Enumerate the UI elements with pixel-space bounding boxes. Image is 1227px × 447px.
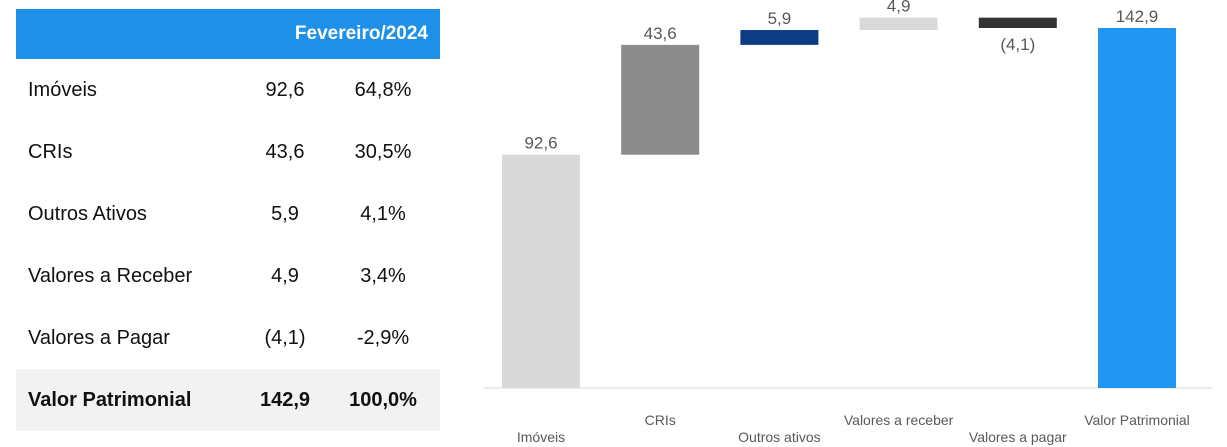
table-row: Valores a Pagar (4,1) -2,9% — [16, 307, 440, 369]
bar-5 — [1098, 28, 1176, 388]
bar-2 — [740, 30, 819, 45]
data-label: 4,9 — [887, 0, 911, 16]
category-label: Valores a receber — [844, 412, 954, 428]
category-label: Imóveis — [517, 429, 565, 445]
table-header: Fevereiro/2024 — [16, 9, 440, 59]
row-value: 4,9 — [271, 264, 299, 287]
row-percent: 4,1% — [360, 202, 406, 225]
category-label: Valor Patrimonial — [1084, 412, 1190, 428]
data-label: 43,6 — [644, 24, 677, 43]
row-percent: 30,5% — [354, 140, 412, 163]
row-percent: 3,4% — [360, 264, 406, 287]
row-percent: -2,9% — [356, 326, 410, 349]
table-row: CRIs 43,6 30,5% — [16, 121, 440, 183]
data-label: 92,6 — [524, 134, 557, 153]
row-label: CRIs — [28, 140, 73, 163]
row-label: Valores a Receber — [28, 264, 193, 287]
row-label: Outros Ativos — [28, 202, 147, 225]
total-percent: 100,0% — [349, 388, 417, 411]
data-label: (4,1) — [1000, 35, 1035, 54]
total-value: 142,9 — [259, 388, 311, 411]
table-header-period: Fevereiro/2024 — [294, 23, 428, 44]
category-label: CRIs — [645, 412, 676, 428]
row-value: 43,6 — [265, 140, 305, 163]
category-label: Outros ativos — [738, 429, 820, 445]
row-label: Valores a Pagar — [28, 326, 170, 349]
total-label: Valor Patrimonial — [28, 388, 192, 411]
row-value: (4,1) — [264, 326, 306, 349]
table-row: Outros Ativos 5,9 4,1% — [16, 183, 440, 245]
bar-0 — [502, 154, 580, 388]
category-label: Valores a pagar — [969, 429, 1067, 445]
data-label: 5,9 — [768, 9, 792, 28]
row-value: 5,9 — [271, 202, 299, 225]
row-label: Imóveis — [28, 78, 97, 101]
table-row: Imóveis 92,6 64,8% — [16, 59, 440, 121]
bar-4 — [978, 17, 1057, 28]
composition-table: Fevereiro/2024 Imóveis 92,6 64,8% CRIs 4… — [16, 9, 440, 431]
row-percent: 64,8% — [354, 78, 412, 101]
table-row: Valores a Receber 4,9 3,4% — [16, 245, 440, 307]
data-label: 142,9 — [1116, 7, 1159, 26]
table-total-row: Valor Patrimonial 142,9 100,0% — [16, 369, 440, 431]
row-value: 92,6 — [265, 78, 305, 101]
bar-1 — [621, 44, 700, 155]
bar-3 — [859, 17, 938, 31]
